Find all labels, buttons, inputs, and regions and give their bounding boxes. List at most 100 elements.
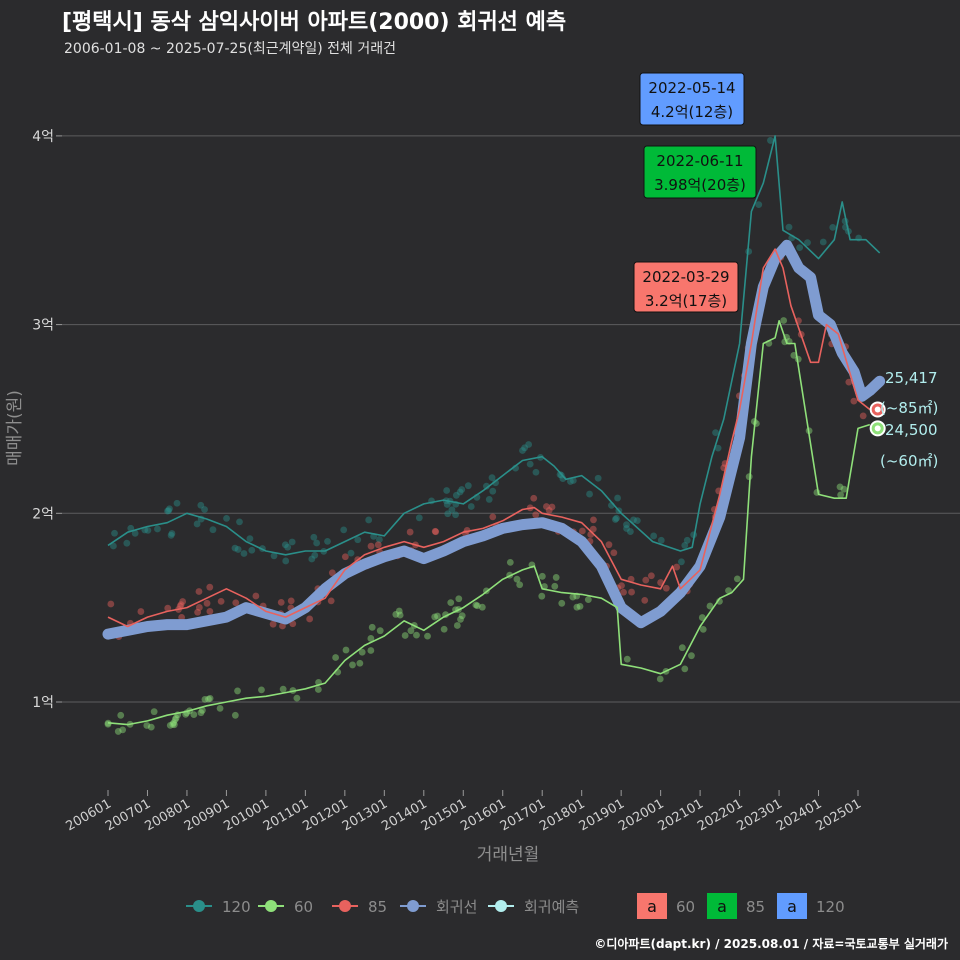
transaction-point-85: [306, 615, 314, 623]
transaction-point-120: [796, 244, 804, 252]
transaction-point-85: [605, 541, 613, 549]
annotation-price: 4.2억(12층): [651, 103, 733, 121]
transaction-point-120: [231, 544, 239, 552]
transaction-point-85: [673, 563, 681, 571]
transaction-point-120: [678, 558, 685, 566]
series-layer: [102, 135, 886, 726]
transaction-point-60: [170, 721, 178, 729]
series-line-85: [107, 248, 871, 628]
legend-box-glyph: a: [647, 897, 657, 916]
transaction-point-60: [513, 575, 521, 583]
legend-label: 85: [368, 898, 387, 916]
transaction-point-85: [374, 541, 382, 549]
transaction-point-120: [110, 542, 117, 550]
transaction-point-120: [376, 536, 383, 543]
transaction-point-120: [633, 517, 641, 525]
transaction-point-60: [573, 603, 581, 611]
annotation-box: [639, 72, 745, 126]
transaction-point-120: [240, 550, 248, 557]
scatter-layer: [104, 137, 867, 735]
transaction-point-60: [216, 704, 224, 712]
y-tick-label: 1억: [32, 695, 54, 711]
transaction-point-60: [706, 602, 714, 610]
transaction-point-60: [234, 687, 241, 695]
transaction-point-60: [396, 611, 404, 619]
transaction-point-85: [618, 582, 625, 590]
legend-box: [707, 893, 737, 919]
transaction-point-60: [349, 661, 356, 669]
transaction-point-60: [584, 596, 592, 604]
transaction-point-85: [206, 583, 214, 591]
y-tick-label: 2억: [32, 506, 54, 522]
transaction-point-120: [569, 477, 577, 484]
transaction-point-120: [657, 536, 665, 544]
transaction-point-85: [137, 608, 145, 615]
transaction-point-60: [472, 601, 480, 609]
transaction-point-85: [195, 604, 203, 611]
transaction-point-120: [626, 528, 634, 535]
transaction-point-120: [282, 557, 290, 565]
transaction-point-60: [516, 581, 524, 589]
transaction-point-60: [455, 595, 463, 603]
transaction-point-60: [293, 694, 301, 702]
transaction-point-120: [281, 541, 289, 549]
transaction-point-85: [545, 506, 553, 514]
transaction-point-120: [223, 514, 230, 522]
transaction-point-120: [623, 521, 630, 529]
transaction-point-60: [166, 721, 174, 729]
transaction-point-60: [104, 720, 112, 728]
transaction-point-85: [578, 527, 586, 535]
transaction-point-60: [458, 612, 466, 620]
transaction-point-85: [489, 513, 497, 521]
transaction-point-60: [699, 626, 707, 633]
transaction-point-120: [111, 529, 118, 537]
transaction-point-60: [367, 647, 375, 654]
transaction-point-60: [681, 665, 689, 673]
chart-title: [평택시] 동삭 삼익사이버 아파트(2000) 회귀선 예측: [62, 10, 567, 35]
annotation-date: 2022-05-14: [648, 79, 735, 97]
x-axis-title: 거래년월: [477, 845, 540, 865]
transaction-point-85: [406, 528, 414, 536]
transaction-point-120: [340, 526, 348, 534]
forecast-size-label: (~60㎡): [880, 452, 938, 470]
annotation-price: 3.98억(20층): [654, 176, 746, 194]
transaction-point-120: [310, 533, 318, 541]
transaction-point-60: [342, 646, 350, 654]
transaction-point-85: [590, 516, 597, 524]
transaction-point-85: [206, 607, 214, 615]
transaction-point-60: [147, 723, 155, 731]
transaction-point-120: [127, 524, 135, 532]
transaction-point-60: [407, 627, 415, 635]
transaction-point-60: [114, 728, 122, 735]
transaction-point-60: [367, 635, 375, 642]
transaction-point-60: [837, 491, 845, 499]
transaction-point-120: [347, 549, 355, 557]
transaction-point-85: [641, 596, 649, 604]
transaction-point-120: [284, 543, 292, 551]
forecast-marker-dot: [874, 406, 881, 413]
transaction-point-120: [556, 471, 564, 478]
transaction-point-120: [166, 505, 173, 513]
y-axis-title: 매매가(원): [5, 390, 25, 466]
forecast-value-label: 24,500: [885, 421, 938, 439]
transaction-point-85: [327, 597, 335, 605]
transaction-point-85: [431, 527, 439, 535]
transaction-point-120: [519, 447, 526, 454]
transaction-point-120: [467, 503, 475, 510]
transaction-point-60: [401, 632, 409, 639]
transaction-point-85: [610, 549, 618, 557]
legend-box-glyph: a: [717, 897, 727, 916]
legend-box-label: 60: [676, 898, 695, 916]
transaction-point-120: [767, 137, 774, 144]
transaction-point-60: [332, 654, 340, 661]
transaction-point-60: [172, 714, 180, 722]
series-line-60: [107, 320, 871, 726]
transaction-point-120: [443, 501, 451, 508]
transaction-point-60: [170, 719, 178, 727]
transaction-point-60: [473, 602, 481, 610]
forecast-marker-dot: [874, 425, 881, 432]
transaction-point-120: [448, 506, 456, 514]
transaction-point-60: [117, 711, 125, 719]
transaction-point-120: [532, 468, 540, 476]
legend-box-label: 120: [816, 898, 845, 916]
